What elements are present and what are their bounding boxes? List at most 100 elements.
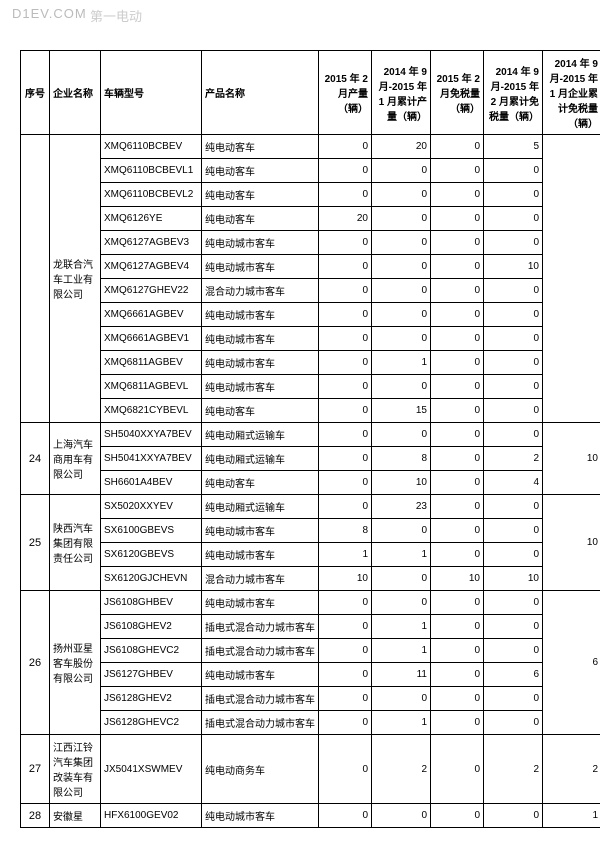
cell-value: 0 [484,327,543,351]
cell-value: 0 [319,615,372,639]
cell-value: 0 [319,495,372,519]
cell-model: XMQ6127AGBEV3 [101,231,202,255]
cell-model: JS6127GHBEV [101,663,202,687]
cell-value: 0 [319,183,372,207]
cell-cumulative: 10 [543,495,600,591]
cell-product: 插电式混合动力城市客车 [202,615,319,639]
cell-value: 0 [319,447,372,471]
table-row: XMQ6661AGBEV纯电动城市客车0000 [21,303,600,327]
cell-value: 0 [431,615,484,639]
cell-model: SX6120GJCHEVN [101,567,202,591]
cell-cumulative: 2 [543,735,600,804]
cell-value: 0 [431,687,484,711]
cell-value: 0 [431,375,484,399]
cell-product: 纯电动城市客车 [202,303,319,327]
cell-cumulative: 10 [543,423,600,495]
table-row: XMQ6661AGBEV1纯电动城市客车0000 [21,327,600,351]
cell-model: SH6601A4BEV [101,471,202,495]
cell-product: 纯电动城市客车 [202,351,319,375]
cell-model: XMQ6811AGBEVL [101,375,202,399]
cell-value: 0 [484,591,543,615]
cell-value: 0 [484,303,543,327]
cell-product: 纯电动城市客车 [202,543,319,567]
cell-value: 0 [431,495,484,519]
cell-value: 10 [484,567,543,591]
cell-product: 纯电动城市客车 [202,519,319,543]
cell-product: 纯电动城市客车 [202,663,319,687]
cell-model: JS6108GHEV2 [101,615,202,639]
cell-value: 0 [431,543,484,567]
table-row: SX6120GJCHEVN混合动力城市客车1001010 [21,567,600,591]
cell-seq [21,135,50,423]
cell-product: 纯电动城市客车 [202,804,319,828]
cell-product: 纯电动客车 [202,183,319,207]
cell-value: 8 [319,519,372,543]
cell-value: 2 [484,735,543,804]
cell-product: 纯电动城市客车 [202,327,319,351]
cell-value: 0 [319,735,372,804]
cell-value: 0 [431,279,484,303]
cell-value: 0 [319,804,372,828]
cell-value: 4 [484,471,543,495]
cell-product: 纯电动客车 [202,159,319,183]
cell-product: 纯电动城市客车 [202,375,319,399]
cell-model: SH5040XXYA7BEV [101,423,202,447]
cell-company: 扬州亚星客车股份有限公司 [50,591,101,735]
cell-value: 0 [319,711,372,735]
cell-company: 龙联合汽车工业有限公司 [50,135,101,423]
cell-value: 6 [484,663,543,687]
table-row: XMQ6127AGBEV3纯电动城市客车0000 [21,231,600,255]
cell-product: 混合动力城市客车 [202,279,319,303]
hdr-comp: 企业名称 [50,51,101,135]
cell-seq: 24 [21,423,50,495]
cell-value: 0 [319,327,372,351]
cell-model: XMQ6110BCBEV [101,135,202,159]
header-row: 序号 企业名称 车辆型号 产品名称 2015 年 2 月产量（辆） 2014 年… [21,51,600,135]
cell-product: 插电式混合动力城市客车 [202,687,319,711]
cell-value: 0 [484,159,543,183]
cell-value: 20 [372,135,431,159]
cell-value: 8 [372,447,431,471]
cell-value: 10 [372,471,431,495]
cell-value: 0 [431,423,484,447]
cell-value: 0 [319,231,372,255]
cell-value: 0 [372,687,431,711]
table-row: 27江西江铃汽车集团改装车有限公司JX5041XSWMEV纯电动商务车02022 [21,735,600,804]
cell-company: 安徽星 [50,804,101,828]
cell-value: 0 [319,135,372,159]
cell-value: 0 [484,615,543,639]
cell-value: 1 [372,543,431,567]
cell-value: 0 [484,687,543,711]
cell-model: XMQ6110BCBEVL1 [101,159,202,183]
table-row: XMQ6821CYBEVL纯电动客车01500 [21,399,600,423]
cell-product: 纯电动城市客车 [202,591,319,615]
cell-value: 0 [319,423,372,447]
cell-model: XMQ6127AGBEV4 [101,255,202,279]
cell-value: 0 [431,135,484,159]
table-row: JS6108GHEV2插电式混合动力城市客车0100 [21,615,600,639]
table-row: SX6120GBEVS纯电动城市客车1100 [21,543,600,567]
table-row: 28安徽星HFX6100GEV02纯电动城市客车00001 [21,804,600,828]
cell-value: 0 [431,471,484,495]
cell-product: 纯电动厢式运输车 [202,423,319,447]
cell-value: 0 [484,231,543,255]
cell-value: 0 [484,543,543,567]
cell-value: 0 [431,399,484,423]
table-row: JS6128GHEVC2插电式混合动力城市客车0100 [21,711,600,735]
cell-value: 0 [372,327,431,351]
cell-product: 纯电动城市客车 [202,231,319,255]
cell-value: 0 [372,279,431,303]
hdr-c3: 2015 年 2 月免税量（辆） [431,51,484,135]
cell-value: 0 [372,159,431,183]
cell-value: 0 [319,159,372,183]
cell-product: 纯电动客车 [202,399,319,423]
cell-value: 0 [431,303,484,327]
cell-model: XMQ6126YE [101,207,202,231]
cell-value: 0 [431,447,484,471]
cell-model: JS6108GHEVC2 [101,639,202,663]
cell-value: 2 [372,735,431,804]
cell-cumulative: 6 [543,591,600,735]
cell-seq: 28 [21,804,50,828]
cell-value: 0 [484,279,543,303]
cell-value: 0 [372,183,431,207]
